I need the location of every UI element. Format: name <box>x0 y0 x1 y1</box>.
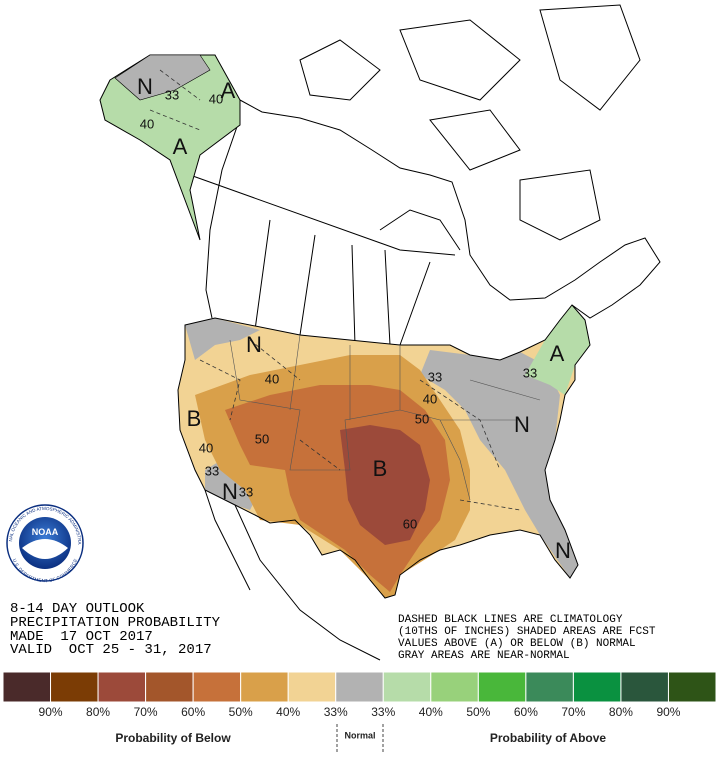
legend-below-title: Probability of Below <box>115 731 231 745</box>
region-label: 40 <box>140 116 154 131</box>
legend-label: 40% <box>419 705 443 719</box>
legend-swatch <box>525 671 574 703</box>
legend-swatch <box>667 671 717 703</box>
region-label: 40 <box>265 371 279 386</box>
note-line: VALUES ABOVE (A) OR BELOW (B) NORMAL <box>398 638 636 650</box>
legend-swatch <box>50 671 99 703</box>
region-label: 33 <box>428 369 442 384</box>
legend-swatch <box>620 671 669 703</box>
legend-swatch <box>335 671 384 703</box>
region-label: 33 <box>165 87 179 102</box>
legend-swatch <box>430 671 479 703</box>
title-line: PRECIPITATION PROBABILITY <box>10 615 221 631</box>
legend-label: 80% <box>86 705 110 719</box>
title-block: 8-14 DAY OUTLOOK PRECIPITATION PROBABILI… <box>10 601 221 658</box>
legend-above-title: Probability of Above <box>490 731 607 745</box>
legend: Probability of Below Normal Probability … <box>2 671 717 753</box>
region-label: 33 <box>205 463 219 478</box>
legend-swatch <box>477 671 527 703</box>
legend-swatch <box>145 671 194 703</box>
region-label: A <box>173 134 188 159</box>
legend-swatch <box>240 671 289 703</box>
region-label: B <box>373 456 388 481</box>
legend-swatch <box>287 671 337 703</box>
region-label: 40 <box>423 391 437 406</box>
legend-swatch <box>97 671 147 703</box>
region-label: A <box>221 78 236 103</box>
legend-swatch <box>572 671 622 703</box>
region-label: 50 <box>415 411 429 426</box>
region-label: 33 <box>239 484 253 499</box>
legend-label: 70% <box>561 705 585 719</box>
legend-swatch <box>2 671 52 703</box>
note-line: DASHED BLACK LINES ARE CLIMATOLOGY <box>398 614 623 626</box>
alaska <box>99 54 241 241</box>
legend-label: 90% <box>656 705 680 719</box>
noaa-logo: NOAA NATIONAL OCEANIC AND ATMOSPHERIC AD… <box>0 0 84 583</box>
region-label: N <box>222 479 238 504</box>
region-label: N <box>246 332 262 357</box>
region-label: 33 <box>523 365 537 380</box>
legend-swatch <box>192 671 242 703</box>
legend-normal-title: Normal <box>344 730 375 740</box>
legend-label: 90% <box>39 705 63 719</box>
legend-label: 60% <box>514 705 538 719</box>
region-label: 60 <box>403 516 417 531</box>
legend-label: 33% <box>324 705 348 719</box>
region-label: 40 <box>199 440 213 455</box>
map-labels: N 33 40 A 40 A N 40 33 40 50 B 50 40 N A… <box>137 74 571 563</box>
region-label: A <box>550 341 565 366</box>
legend-label: 50% <box>229 705 253 719</box>
region-label: N <box>555 538 571 563</box>
logo-ring-top-path: NATIONAL OCEANIC AND ATMOSPHERIC ADMINIS… <box>0 0 82 545</box>
legend-swatch <box>382 671 432 703</box>
canada-outline <box>189 4 661 346</box>
note-line: (10THS OF INCHES) SHADED AREAS ARE FCST <box>398 626 656 638</box>
logo-ring-top: NATIONAL OCEANIC AND ATMOSPHERIC ADMINIS… <box>0 0 82 545</box>
region-label: N <box>137 74 153 99</box>
region-label: N <box>514 412 530 437</box>
region-label: 40 <box>209 91 223 106</box>
legend-label: 33% <box>371 705 395 719</box>
title-line: MADE 17 OCT 2017 <box>10 629 153 645</box>
conus <box>177 304 591 661</box>
region-label: B <box>187 406 202 431</box>
title-line: 8-14 DAY OUTLOOK <box>10 601 145 617</box>
notes: DASHED BLACK LINES ARE CLIMATOLOGY (10TH… <box>398 614 656 662</box>
note-line: GRAY AREAS ARE NEAR-NORMAL <box>398 650 570 662</box>
legend-label: 60% <box>181 705 205 719</box>
title-line: VALID OCT 25 - 31, 2017 <box>10 642 212 658</box>
legend-label: 70% <box>134 705 158 719</box>
region-label: 50 <box>255 431 269 446</box>
legend-label: 80% <box>609 705 633 719</box>
legend-label: 50% <box>466 705 490 719</box>
logo-name: NOAA <box>32 527 59 537</box>
legend-label: 40% <box>276 705 300 719</box>
